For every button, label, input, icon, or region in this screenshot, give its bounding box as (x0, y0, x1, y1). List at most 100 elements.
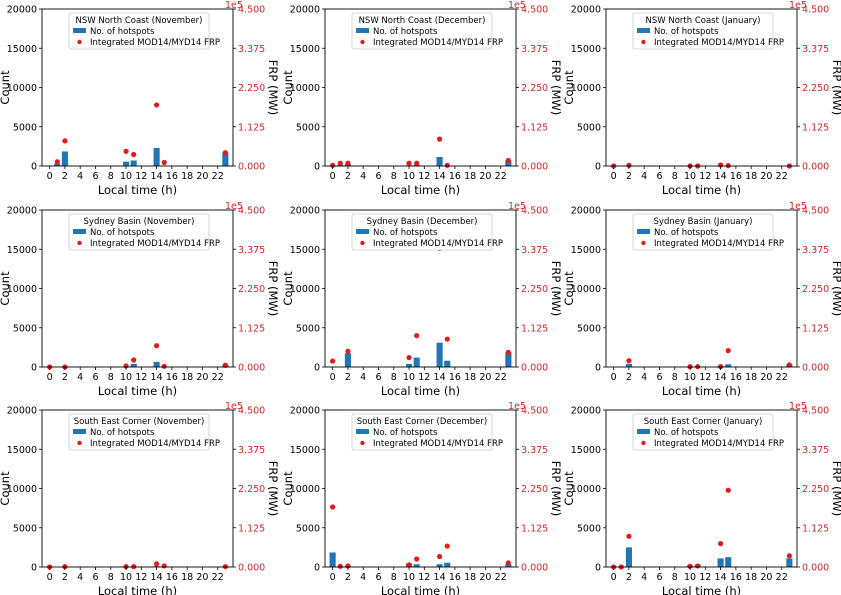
frp-point (54, 159, 60, 165)
x-tick-label: 4 (641, 171, 647, 182)
hotspot-bar (153, 361, 160, 367)
frp-point (345, 348, 351, 354)
y2-axis-label: FRP (MW) (266, 461, 280, 516)
x-tick-label: 18 (745, 572, 757, 583)
y-tick-label: 5000 (13, 122, 37, 133)
x-tick-label: 6 (92, 372, 98, 383)
x-tick-label: 12 (418, 572, 430, 583)
legend: NSW North Coast (December)No. of hotspot… (351, 12, 503, 50)
y-tick-label: 0 (595, 363, 601, 374)
x-tick-label: 12 (135, 372, 147, 383)
subplot-7: 0 2 4 6 8 10 12 14 16 18 20 22050001000015000200000… (0, 401, 280, 595)
x-tick-label: 16 (730, 572, 742, 583)
legend-bar-label: No. of hotspots (654, 428, 719, 438)
y-tick-label: 0 (31, 363, 37, 374)
frp-point (330, 358, 336, 364)
x-tick-label: 20 (760, 372, 772, 383)
x-tick-label: 2 (626, 372, 632, 383)
x-tick-label: 16 (166, 171, 178, 182)
y2-tick-label: 3.375 (802, 445, 829, 456)
y2-axis-label: FRP (MW) (266, 60, 280, 115)
y-tick-label: 0 (31, 162, 37, 173)
y2-tick-label: 3.375 (521, 445, 548, 456)
x-tick-label: 22 (495, 572, 507, 583)
x-tick-label: 0 (611, 171, 617, 182)
x-tick-label: 20 (196, 372, 208, 383)
x-tick-label: 20 (760, 572, 772, 583)
hotspot-bar (153, 147, 160, 166)
y2-offset-label: 1e5 (508, 201, 526, 212)
frp-point (406, 354, 412, 361)
y2-tick-label: 0.000 (802, 363, 829, 374)
x-tick-label: 18 (745, 372, 757, 383)
hotspot-bar (625, 363, 632, 367)
x-tick-label: 20 (196, 572, 208, 583)
frp-point (337, 563, 343, 569)
legend-frp-label: Integrated MOD14/MYD14 FRP (373, 38, 503, 48)
y2-tick-label: 3.375 (238, 245, 265, 256)
y2-tick-label: 4.500 (802, 5, 829, 16)
x-tick-label: 22 (776, 372, 788, 383)
y2-tick-label: 1.125 (521, 523, 548, 534)
x-tick-label: 22 (776, 572, 788, 583)
frp-point (161, 159, 167, 166)
y-tick-label: 10000 (7, 484, 37, 495)
x-tick-label: 20 (760, 171, 772, 182)
y-tick-label: 10000 (571, 284, 601, 295)
y-axis-label: Count (0, 70, 12, 105)
x-tick-label: 16 (449, 572, 461, 583)
y2-axis-label: FRP (MW) (266, 261, 280, 316)
x-tick-label: 2 (626, 171, 632, 182)
x-axis-label: Local time (h) (662, 584, 741, 595)
x-axis-label: Local time (h) (98, 183, 177, 197)
hotspot-bar (436, 156, 443, 166)
y-tick-label: 0 (31, 563, 37, 574)
y-tick-label: 15000 (290, 245, 320, 256)
legend-frp-swatch (641, 440, 646, 446)
x-tick-label: 14 (151, 171, 163, 182)
legend: Sydney Basin (November)No. of hotspotsIn… (68, 213, 220, 251)
y2-offset-label: 1e5 (225, 0, 243, 11)
frp-point (330, 162, 336, 168)
x-tick-label: 10 (684, 572, 696, 583)
x-tick-label: 22 (212, 171, 224, 182)
x-tick-label: 10 (403, 572, 415, 583)
x-tick-label: 18 (181, 372, 193, 383)
legend-box (68, 12, 210, 50)
x-tick-label: 10 (403, 171, 415, 182)
legend-bar-label: No. of hotspots (373, 228, 438, 238)
frp-point (505, 349, 511, 355)
legend-bar-swatch (637, 229, 650, 234)
x-axis-label: Local time (h) (381, 384, 460, 398)
x-tick-label: 8 (108, 372, 114, 383)
legend-box (632, 12, 774, 50)
x-tick-label: 0 (611, 372, 617, 383)
y2-tick-label: 0.000 (802, 563, 829, 574)
y-tick-label: 5000 (296, 323, 320, 334)
subplot-title: South East Corner (December) (357, 417, 487, 427)
subplot-title: South East Corner (November) (74, 417, 205, 427)
y-tick-label: 10000 (571, 484, 601, 495)
y2-tick-label: 3.375 (802, 245, 829, 256)
frp-point (414, 160, 420, 166)
x-tick-label: 18 (464, 572, 476, 583)
legend: Sydney Basin (December)No. of hotspotsIn… (351, 213, 503, 251)
subplot-5: 0 2 4 6 8 10 12 14 16 18 20 22050001000015000200000… (281, 201, 563, 398)
frp-point (161, 563, 167, 569)
hotspot-bar (725, 557, 732, 567)
subplot-title: Sydney Basin (November) (84, 217, 195, 227)
hotspot-bar (329, 552, 336, 567)
y-tick-label: 0 (314, 563, 320, 574)
y2-tick-label: 2.250 (238, 484, 265, 495)
y2-tick-label: 4.500 (521, 206, 548, 217)
legend-frp-label: Integrated MOD14/MYD14 FRP (654, 439, 784, 449)
legend-frp-swatch (360, 440, 365, 446)
frp-point (131, 357, 137, 363)
frp-point (222, 150, 228, 156)
frp-point (786, 362, 792, 368)
hotspot-bar (717, 558, 724, 567)
y2-tick-label: 4.500 (521, 5, 548, 16)
x-tick-label: 16 (449, 171, 461, 182)
y-axis-label: Count (562, 271, 576, 306)
y-tick-label: 5000 (577, 323, 601, 334)
